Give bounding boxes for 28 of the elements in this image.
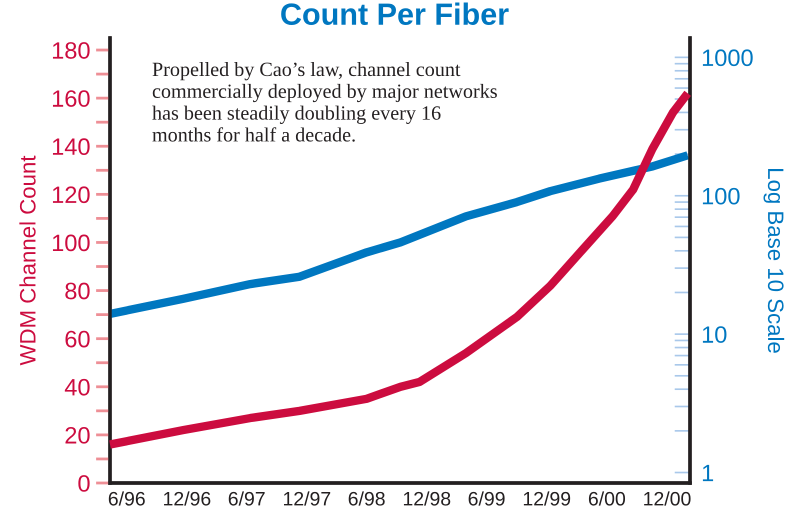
y2-tick-label: 1000 (702, 49, 753, 66)
y2-tick-label: 100 (702, 188, 740, 205)
x-tick-label: 12/96 (164, 491, 210, 506)
y2-tick-label: 1 (702, 464, 714, 482)
y-tick-label: 100 (52, 234, 90, 252)
y2-axis-title: Log Base 10 Scale (763, 169, 784, 353)
x-tick-label: 12/98 (404, 491, 450, 506)
x-tick-label: 12/00 (644, 491, 691, 506)
y-tick-label: 180 (52, 42, 90, 59)
y-tick-label: 60 (65, 330, 90, 348)
y-tick-label: 40 (64, 378, 90, 396)
x-tick-label: 6/99 (468, 491, 505, 506)
y-tick-label: 80 (65, 282, 90, 300)
chart-title: Count Per Fiber (281, 2, 509, 25)
y-tick-label: 120 (52, 186, 90, 204)
x-tick-label: 6/98 (348, 491, 385, 506)
annotation: Propelled by Cao’s law, channel count commercially deployed by major networks has been steadily doubling every 16 months for half a decade. (152, 62, 497, 142)
y-tick-label: 20 (65, 426, 90, 444)
x-tick-label: 6/96 (108, 491, 145, 506)
x-tick-label: 12/97 (284, 491, 330, 506)
x-tick-label: 6/97 (228, 491, 265, 506)
y-tick-label: 140 (52, 138, 90, 156)
y-tick-label: 160 (52, 90, 90, 107)
y2-tick-label: 10 (702, 326, 726, 343)
x-tick-label: 6/00 (588, 491, 626, 506)
y-axis-title: WDM Channel Count (19, 156, 36, 366)
y-tick-label: 0 (78, 475, 90, 492)
x-tick-label: 12/99 (524, 491, 570, 506)
